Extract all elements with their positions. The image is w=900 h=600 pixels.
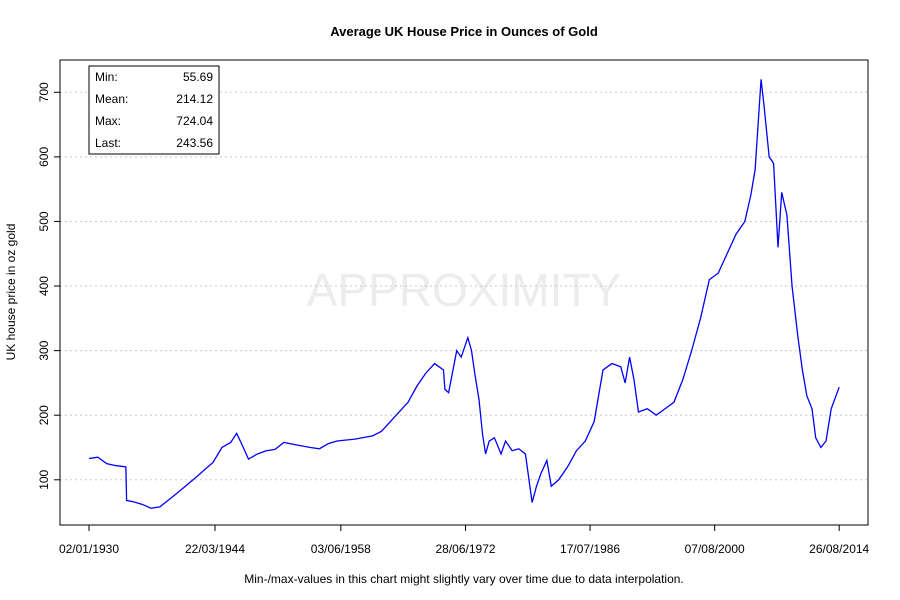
y-tick-label: 600 <box>37 147 51 167</box>
y-tick-label: 400 <box>37 276 51 296</box>
y-tick-label: 700 <box>37 82 51 102</box>
x-tick-label: 03/06/1958 <box>311 542 371 556</box>
x-tick-label: 17/07/1986 <box>560 542 620 556</box>
y-tick-label: 500 <box>37 211 51 231</box>
y-tick-label: 100 <box>37 469 51 489</box>
x-tick-label: 07/08/2000 <box>685 542 745 556</box>
stats-value: 214.12 <box>176 92 213 106</box>
stats-label: Min: <box>95 70 118 84</box>
y-axis-label: UK house price in oz gold <box>4 224 18 361</box>
chart-title: Average UK House Price in Ounces of Gold <box>330 24 598 39</box>
stats-label: Mean: <box>95 92 128 106</box>
x-tick-label: 02/01/1930 <box>59 542 119 556</box>
watermark: APPROXIMITY <box>307 264 621 316</box>
stats-value: 55.69 <box>183 70 213 84</box>
stats-value: 243.56 <box>176 136 213 150</box>
data-line <box>88 79 840 509</box>
footnote: Min-/max-values in this chart might slig… <box>244 572 684 586</box>
x-tick-label: 26/08/2014 <box>809 542 869 556</box>
plot-frame <box>59 59 869 526</box>
x-tick-label: 28/06/1972 <box>436 542 496 556</box>
stats-value: 724.04 <box>176 114 213 128</box>
stats-box <box>88 65 220 155</box>
x-tick-label: 22/03/1944 <box>185 542 245 556</box>
y-tick-label: 200 <box>37 405 51 425</box>
y-tick-label: 300 <box>37 340 51 360</box>
stats-label: Max: <box>95 114 121 128</box>
stats-label: Last: <box>95 136 121 150</box>
